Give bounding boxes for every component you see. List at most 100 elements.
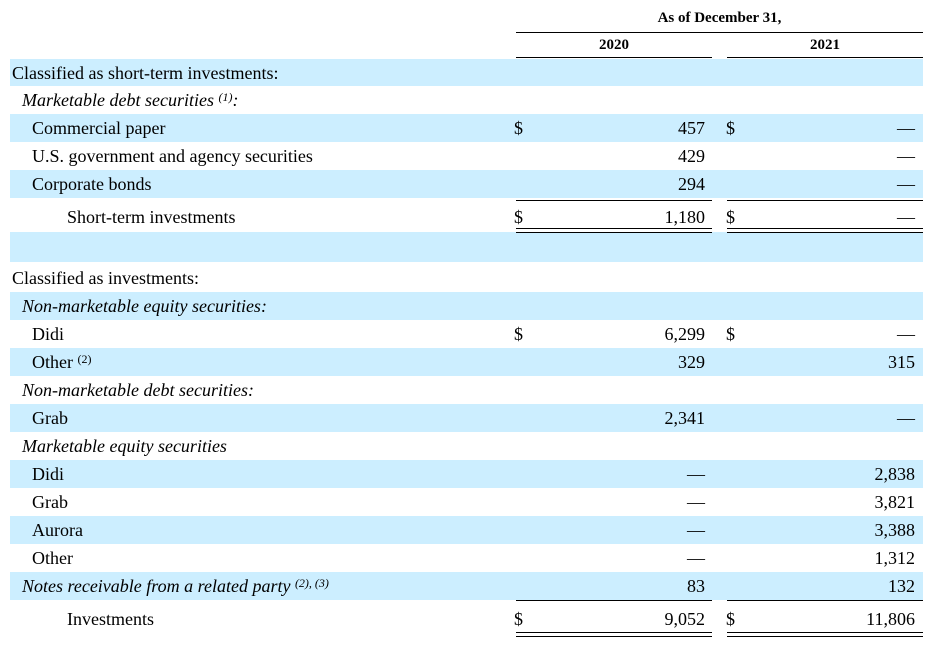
row-label-text: Aurora [32,520,83,540]
footnote-marker: (2) [77,352,92,366]
row-label-text: Commercial paper [32,118,166,138]
total-rule [727,200,923,201]
row-shading [10,348,923,376]
row-shading [10,460,923,488]
total-rule [516,600,712,601]
value-2021: 315 [888,352,915,372]
value-2020: 294 [678,174,705,194]
row-label: Other [32,544,73,572]
row-label: U.S. government and agency securities [32,142,313,170]
value-2020: 1,180 [664,207,706,227]
row-label-text: Non-marketable equity securities: [22,296,267,316]
value-2020: — [687,548,705,568]
row-shading [10,404,923,432]
dollar-sign-2020: $ [514,118,523,138]
column-2020-underline [516,57,712,58]
row-label: Didi [32,320,64,348]
column-header-2021: 2021 [810,37,840,53]
dollar-sign-2020: $ [514,207,523,227]
value-2020: 83 [687,576,705,596]
row-label-text: Notes receivable from a related party [22,576,291,596]
row-label-text: Didi [32,464,65,484]
row-label-text: Other [32,548,73,568]
dollar-sign-2020: $ [514,609,523,629]
value-2020: 2,341 [664,408,706,428]
row-label-text: Corporate bonds [32,174,152,194]
row-label-text: Classified as short-term investments: [12,63,279,83]
row-label: Corporate bonds [32,170,151,198]
value-2021: 1,312 [874,548,916,568]
row-shading [10,114,923,142]
row-label-text: Didi [32,324,65,344]
row-shading [10,59,923,86]
value-2021: 11,806 [866,609,915,629]
column-header-2020: 2020 [599,37,629,53]
label-suffix: : [232,90,239,110]
value-2021: 3,388 [874,520,916,540]
row-label: Short-term investments [67,203,235,231]
row-label-text: Investments [67,609,154,629]
value-2020: — [687,492,705,512]
period-title: As of December 31, [657,10,782,26]
footnote-marker: (1) [218,90,233,104]
value-2021: — [897,324,915,344]
row-label: Notes receivable from a related party (2… [22,572,329,600]
value-2020: 9,052 [664,609,706,629]
row-label: Didi [32,460,64,488]
row-label: Marketable equity securities [22,432,227,460]
dollar-sign-2020: $ [514,324,523,344]
double-underline [727,228,923,233]
row-label-text: U.S. government and agency securities [32,146,313,166]
total-rule [727,600,923,601]
value-2021: — [897,174,915,194]
row-label-text: Marketable debt securities [22,90,214,110]
value-2021: 132 [888,576,915,596]
value-2021: 2,838 [874,464,916,484]
footnote-marker: (2), (3) [294,576,329,590]
row-label: Classified as investments: [12,264,199,292]
double-underline [516,228,712,233]
row-label: Grab [32,488,68,516]
value-2021: — [897,207,915,227]
dollar-sign-2021: $ [726,324,735,344]
period-title-underline [516,32,923,33]
row-shading [10,170,923,198]
value-2021: — [897,408,915,428]
value-2020: 429 [678,146,705,166]
dollar-sign-2021: $ [726,207,735,227]
column-2021-underline [727,57,923,58]
row-label: Grab [32,404,68,432]
value-2021: — [897,146,915,166]
value-2020: — [687,464,705,484]
total-rule [516,200,712,201]
row-label-text: Non-marketable debt securities: [22,380,254,400]
row-label: Marketable debt securities (1): [22,86,238,114]
row-label-text: Grab [32,492,68,512]
double-underline [516,632,712,637]
row-label: Commercial paper [32,114,165,142]
row-label: Aurora [32,516,83,544]
value-2020: 329 [678,352,705,372]
row-label-text: Other [32,352,73,372]
row-label-text: Short-term investments [67,207,236,227]
row-shading [10,292,923,320]
value-2020: — [687,520,705,540]
row-label-text: Grab [32,408,68,428]
row-label: Non-marketable equity securities: [22,292,267,320]
row-shading [10,572,923,600]
row-label: Classified as short-term investments: [12,59,278,87]
value-2021: — [897,118,915,138]
row-shading [10,516,923,544]
dollar-sign-2021: $ [726,609,735,629]
double-underline [727,632,923,637]
row-label-text: Marketable equity securities [22,436,227,456]
row-shading [10,232,923,262]
dollar-sign-2021: $ [726,118,735,138]
value-2021: 3,821 [874,492,916,512]
row-label: Other (2) [32,348,91,376]
row-label: Non-marketable debt securities: [22,376,254,404]
row-label-text: Classified as investments: [12,268,199,288]
row-label: Investments [67,605,154,633]
value-2020: 6,299 [664,324,706,344]
value-2020: 457 [678,118,705,138]
